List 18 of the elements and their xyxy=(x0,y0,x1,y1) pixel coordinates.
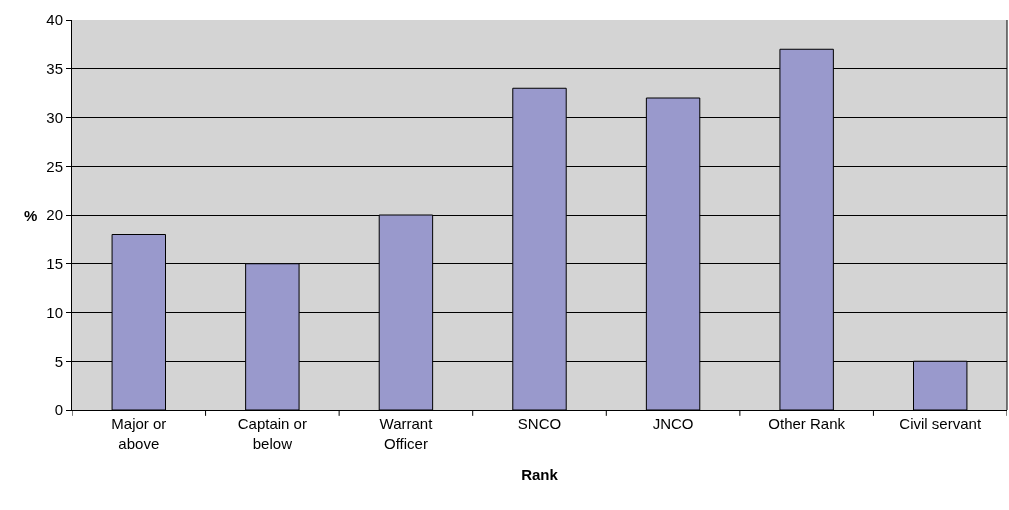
x-tick-label: SNCO xyxy=(517,415,562,432)
y-tick-label: 20 xyxy=(46,206,63,224)
y-tick-label: 35 xyxy=(46,60,63,77)
y-tick-label: 0 xyxy=(54,401,63,419)
y-tick-label: 30 xyxy=(46,108,63,126)
x-axis-title: Rank xyxy=(521,465,559,483)
y-tick-label: 40 xyxy=(46,11,63,29)
x-tick-label: JNCO xyxy=(652,415,694,432)
x-tick-label: Major or above xyxy=(111,415,167,452)
x-tick-label: Warrant Officer xyxy=(379,415,434,452)
y-axis-title: % xyxy=(24,207,38,224)
x-tick-label: Captain or below xyxy=(237,415,307,452)
y-tick-label: 15 xyxy=(46,255,63,272)
y-tick-label: 25 xyxy=(46,157,63,175)
x-tick-label: Other Rank xyxy=(768,415,846,432)
y-tick-label: 5 xyxy=(54,352,63,370)
y-tick-label: 10 xyxy=(46,303,63,321)
x-tick-label: Civil servant xyxy=(899,415,982,432)
